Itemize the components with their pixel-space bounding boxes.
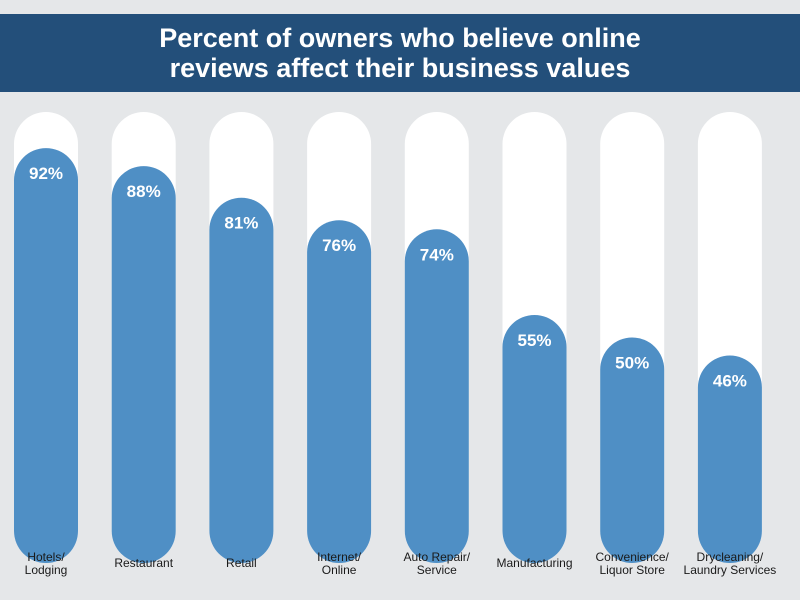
category-label: Drycleaning/Laundry Services <box>684 550 777 577</box>
bar <box>14 148 78 563</box>
category-label: Manufacturing <box>496 556 572 570</box>
chart-title-line-1: Percent of owners who believe online <box>159 23 641 53</box>
bar <box>404 229 469 563</box>
data-label: 46% <box>713 372 747 391</box>
bar <box>111 166 176 563</box>
data-label: 88% <box>127 182 161 201</box>
data-label: 81% <box>224 214 258 233</box>
category-label: Internet/Online <box>317 550 362 577</box>
chart-title: Percent of owners who believe online rev… <box>0 14 800 92</box>
category-label: Restaurant <box>114 556 173 570</box>
category-label: Convenience/Liquor Store <box>596 550 670 577</box>
chart-title-line-2: reviews affect their business values <box>169 53 631 83</box>
bar <box>307 220 372 564</box>
data-label: 76% <box>322 236 356 255</box>
category-label: Retail <box>226 556 257 570</box>
bar <box>600 337 665 563</box>
bar <box>697 355 762 563</box>
data-label: 74% <box>420 245 454 264</box>
data-label: 92% <box>29 164 63 183</box>
title-banner <box>0 14 800 92</box>
category-label: Auto Repair/Service <box>403 550 470 577</box>
bar <box>502 314 567 563</box>
data-label: 50% <box>615 354 649 373</box>
data-label: 55% <box>517 331 551 350</box>
bar <box>209 197 274 563</box>
category-label: Hotels/Lodging <box>25 550 68 577</box>
